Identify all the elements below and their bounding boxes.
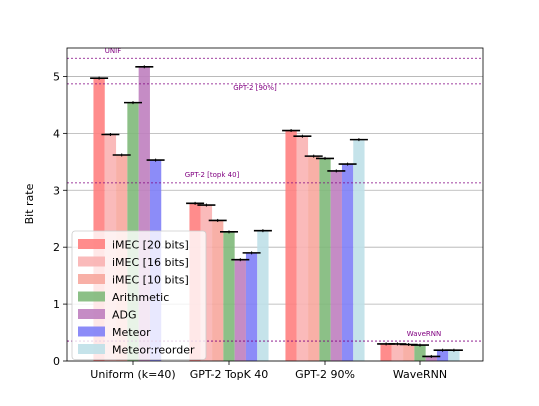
legend-swatch — [78, 256, 105, 267]
bar-adg-2 — [330, 170, 342, 361]
legend-label: iMEC [20 bits] — [112, 239, 189, 252]
reference-line-label: GPT-2 [topk 40] — [185, 171, 240, 179]
bar-imec-16-bits--3 — [391, 343, 404, 361]
bar-imec-20-bits--3 — [380, 343, 392, 361]
legend-box — [71, 230, 207, 360]
y-tick-label: 1 — [53, 298, 60, 311]
legend-swatch — [78, 239, 105, 249]
legend-swatch — [78, 344, 105, 354]
bar-imec-20-bits--0 — [93, 78, 105, 362]
y-axis-label: Bit rate — [23, 183, 36, 224]
x-tick-label: GPT-2 90% — [295, 368, 355, 381]
legend-swatch — [78, 274, 105, 284]
bar-adg-0 — [138, 66, 150, 361]
legend-label: ADG — [112, 309, 137, 322]
bar-meteor-3 — [436, 350, 449, 361]
legend-swatch — [78, 326, 105, 337]
x-axis: Uniform (k=40) GPT-2 TopK 40 GPT-2 90% Wave… — [90, 361, 447, 381]
y-axis: 0 1 2 3 4 5 — [53, 70, 67, 368]
y-tick-label: 3 — [53, 184, 60, 197]
y-tick-label: 2 — [53, 241, 60, 254]
bar-adg-1 — [234, 259, 246, 361]
bar-adg-3 — [425, 356, 437, 361]
legend-swatch — [78, 309, 105, 319]
plot-frame — [66, 47, 484, 362]
legend-label: Meteor:reorder — [112, 344, 195, 357]
reference-line-label: UNIF — [105, 47, 121, 55]
legend: iMEC [20 bits] iMEC [16 bits] iMEC [10 bit… — [71, 230, 207, 360]
legend-label: iMEC [16 bits] — [112, 256, 189, 269]
bar-imec-10-bits--2 — [308, 156, 320, 361]
bar-meteor-1 — [245, 252, 258, 361]
bar-meteor-reorder-2 — [353, 139, 365, 361]
y-tick-label: 0 — [53, 355, 60, 368]
bar-arithmetic-2 — [319, 158, 331, 361]
bar-imec-20-bits--2 — [285, 130, 297, 361]
y-tick-label: 5 — [53, 70, 60, 83]
bar-imec-10-bits--3 — [403, 344, 415, 361]
bar-arithmetic-1 — [223, 231, 235, 361]
bar-imec-16-bits--2 — [296, 136, 309, 361]
bar-meteor-reorder-1 — [257, 230, 269, 361]
y-tick-label: 4 — [53, 127, 60, 140]
legend-swatch — [78, 291, 105, 302]
x-tick-label: WaveRNN — [393, 368, 447, 381]
x-tick-label: Uniform (k=40) — [90, 368, 175, 381]
error-bars — [90, 65, 463, 358]
x-tick-label: GPT-2 TopK 40 — [190, 368, 269, 381]
reference-line-label: GPT-2 [90%] — [233, 84, 277, 92]
bar-imec-10-bits--1 — [212, 220, 224, 361]
bar-meteor-reorder-3 — [448, 350, 460, 361]
legend-label: iMEC [10 bits] — [112, 274, 189, 287]
bar-arithmetic-3 — [414, 345, 426, 361]
bar-meteor-2 — [341, 164, 354, 361]
reference-line-label: WaveRNN — [407, 330, 442, 338]
legend-label: Arithmetic — [112, 291, 169, 304]
legend-label: Meteor — [112, 326, 151, 339]
